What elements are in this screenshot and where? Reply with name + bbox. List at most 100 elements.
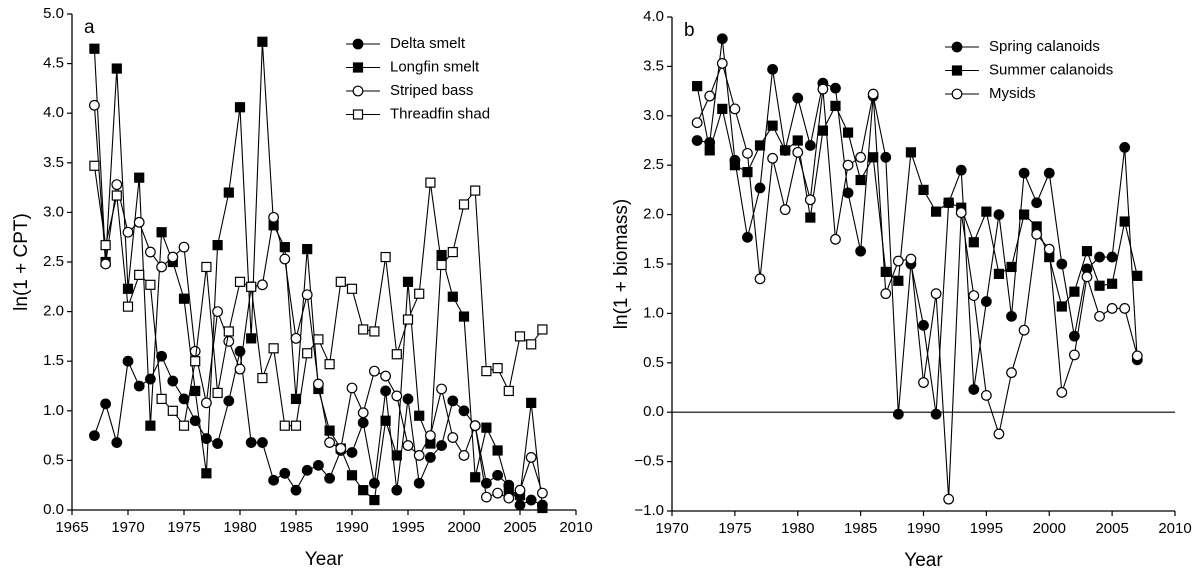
legend-label: Summer calanoids [989,61,1113,78]
marker [369,365,380,377]
marker [111,63,122,74]
x-tick-label: 1980 [223,519,256,536]
marker [111,179,123,191]
marker [133,216,145,228]
marker [1132,270,1143,281]
marker [968,290,980,302]
marker [481,491,492,503]
marker [145,420,156,431]
marker [1106,303,1118,314]
marker [167,375,179,387]
marker [178,241,190,253]
marker [369,494,380,506]
marker [930,206,942,217]
marker [313,378,324,390]
marker [993,428,1005,440]
marker [301,289,313,301]
marker [930,408,942,420]
marker [352,62,364,73]
marker [1043,243,1055,255]
marker [413,477,425,489]
marker [951,88,963,100]
marker [880,288,892,300]
marker [246,333,257,344]
marker [223,187,234,198]
marker [830,233,841,245]
y-tick-label: 1.0 [43,402,64,419]
marker [1094,251,1105,263]
marker [805,212,816,223]
marker [692,81,703,92]
marker [492,363,503,374]
marker [458,199,470,210]
marker [391,390,403,402]
marker [346,470,358,481]
marker [268,211,280,223]
marker [100,240,111,251]
marker [704,145,715,156]
marker [302,348,313,359]
x-tick-label: 1995 [970,520,1003,537]
marker [380,370,392,382]
legend-label: Striped bass [390,82,473,99]
marker [1094,310,1105,322]
marker [212,438,224,449]
y-tick-label: 4.0 [643,8,664,25]
marker [1131,350,1143,362]
x-tick-label: 2005 [503,519,536,536]
marker [1068,349,1080,361]
marker [402,276,414,287]
marker [951,41,963,53]
x-tick-label: 1975 [718,520,751,537]
marker [842,187,854,199]
marker [470,185,481,196]
marker [1094,280,1105,291]
marker [993,268,1005,279]
marker [481,422,492,433]
marker [436,440,448,451]
marker [391,349,402,360]
marker [178,420,190,431]
series-line [697,38,1138,415]
marker [842,159,854,171]
x-tick-label: 1995 [391,519,424,536]
marker [178,393,190,405]
y-tick-label: 1.5 [43,352,64,369]
marker [414,410,425,421]
y-tick-label: 0.0 [43,501,64,518]
panel-label: b [684,20,695,41]
marker [122,226,134,238]
marker [290,420,302,431]
series-line [696,86,1138,308]
marker [357,407,369,419]
marker [537,324,548,335]
marker [704,90,716,102]
series-line [696,61,1138,500]
marker [223,395,235,407]
marker [458,450,470,461]
marker [279,253,291,265]
marker [880,266,891,278]
marker [391,484,403,496]
marker [313,334,324,345]
marker [156,261,168,273]
marker [716,33,728,45]
x-axis-label: Year [305,549,344,570]
marker [754,182,766,194]
marker [346,447,358,458]
marker [100,258,111,270]
marker [212,306,224,318]
marker [200,433,212,444]
marker [1043,167,1055,179]
marker [335,276,346,287]
marker [369,326,380,337]
marker [1006,261,1017,273]
marker [481,477,492,489]
panel-label: a [84,17,95,38]
marker [525,452,537,463]
marker [391,450,402,461]
marker [324,425,335,436]
marker [868,152,879,163]
series [691,33,1143,420]
marker [792,135,803,146]
